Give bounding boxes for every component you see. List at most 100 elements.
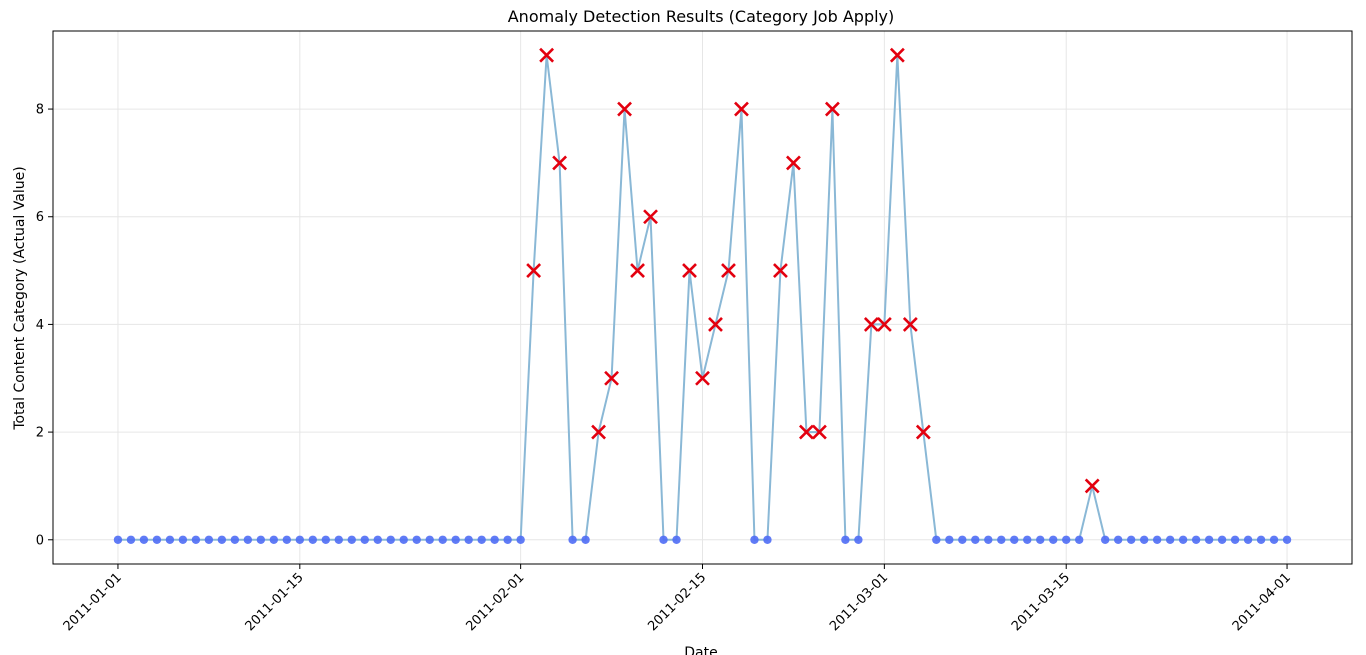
data-point (1075, 535, 1084, 544)
x-tick-label: 2011-01-15 (243, 570, 307, 634)
data-point (464, 535, 473, 544)
data-point (1010, 535, 1019, 544)
data-point (152, 535, 162, 544)
anomaly-marker (811, 424, 827, 440)
x-tick-label: 2011-03-15 (1009, 570, 1073, 634)
anomaly-marker (1084, 478, 1100, 494)
data-point (425, 535, 434, 544)
data-point (1230, 535, 1240, 544)
data-point (1165, 535, 1175, 544)
data-point (347, 535, 356, 544)
anomaly-x-stroke (552, 155, 568, 171)
anomaly-x-stroke (721, 263, 736, 279)
anomaly-x-stroke (786, 155, 801, 171)
anomaly-x-stroke (811, 424, 827, 440)
anomaly-x-stroke (604, 370, 619, 386)
data-point (1036, 535, 1045, 544)
data-point (1126, 535, 1136, 544)
anomaly-marker (721, 263, 736, 279)
anomaly-x-stroke (539, 47, 555, 63)
anomaly-x-stroke (889, 47, 905, 63)
anomaly-marker (682, 263, 697, 279)
data-point (1256, 535, 1266, 544)
data-point (672, 535, 681, 544)
anomaly-x-stroke (682, 263, 697, 279)
data-point (230, 535, 240, 544)
data-point (1113, 535, 1123, 544)
anomaly-x-stroke (734, 101, 749, 117)
data-point (1269, 535, 1279, 544)
data-point (477, 535, 486, 544)
data-point (438, 535, 447, 544)
anomaly-marker (526, 263, 542, 279)
data-point (1100, 535, 1110, 544)
data-point (334, 535, 343, 544)
data-point (1139, 535, 1149, 544)
data-point (1152, 535, 1162, 544)
data-point (568, 535, 577, 544)
data-point (1282, 535, 1292, 544)
data-point (165, 535, 175, 544)
data-point (659, 535, 668, 544)
data-point (243, 535, 253, 544)
data-point (854, 535, 863, 544)
y-tick-label: 8 (36, 103, 44, 118)
data-point (269, 535, 279, 544)
axes-layer: 2011-01-01 2011-01-15 2011-02-01 2011-02-15… (36, 30, 1353, 634)
data-point (958, 535, 967, 544)
anomaly-marker (643, 209, 658, 225)
data-point (945, 535, 954, 544)
data-point (503, 535, 512, 544)
data-point (282, 535, 292, 544)
anomaly-marker (799, 424, 814, 440)
data-point (191, 535, 201, 544)
anomaly-x-stroke (591, 424, 606, 440)
data-point (139, 535, 149, 544)
anomaly-marker (876, 316, 892, 332)
anomaly-x-stroke (824, 101, 840, 117)
anomaly-marker (786, 155, 801, 171)
data-point (763, 535, 772, 544)
data-point (516, 535, 525, 544)
y-tick-label: 2 (36, 426, 44, 441)
anomaly-marker (617, 101, 632, 117)
data-point (360, 535, 369, 544)
x-tick-label: 2011-02-15 (645, 570, 709, 634)
data-point (256, 535, 266, 544)
data-point (1023, 535, 1032, 544)
data-point (373, 535, 382, 544)
data-point (412, 535, 421, 544)
anomaly-marker (539, 47, 555, 63)
y-axis-label: Total Content Category (Actual Value) (12, 166, 28, 430)
anomaly-marker (630, 263, 645, 279)
data-point (1204, 535, 1214, 544)
data-point (126, 535, 136, 544)
anomaly-marker (889, 47, 905, 63)
anomaly-marker (708, 316, 723, 332)
y-tick-label: 0 (36, 533, 44, 548)
anomaly-x-stroke (902, 316, 918, 332)
x-tick-label: 2011-02-01 (463, 570, 527, 634)
anomaly-marker (591, 424, 606, 440)
data-layer (113, 47, 1292, 544)
anomaly-x-stroke (643, 209, 658, 225)
anomaly-marker (552, 155, 568, 171)
data-point (971, 535, 980, 544)
data-point (841, 535, 850, 544)
anomaly-marker (902, 316, 918, 332)
anomaly-x-stroke (630, 263, 645, 279)
x-axis-label: Date (684, 645, 717, 655)
data-point (295, 535, 305, 544)
data-point (1062, 535, 1071, 544)
anomaly-x-stroke (617, 101, 632, 117)
data-point (581, 535, 590, 544)
anomaly-x-stroke (708, 316, 723, 332)
anomaly-marker (824, 101, 840, 117)
data-point (399, 535, 408, 544)
anomaly-x-stroke (863, 316, 879, 332)
anomaly-marker (604, 370, 619, 386)
anomaly-x-stroke (695, 370, 710, 386)
anomaly-marker (773, 263, 788, 279)
